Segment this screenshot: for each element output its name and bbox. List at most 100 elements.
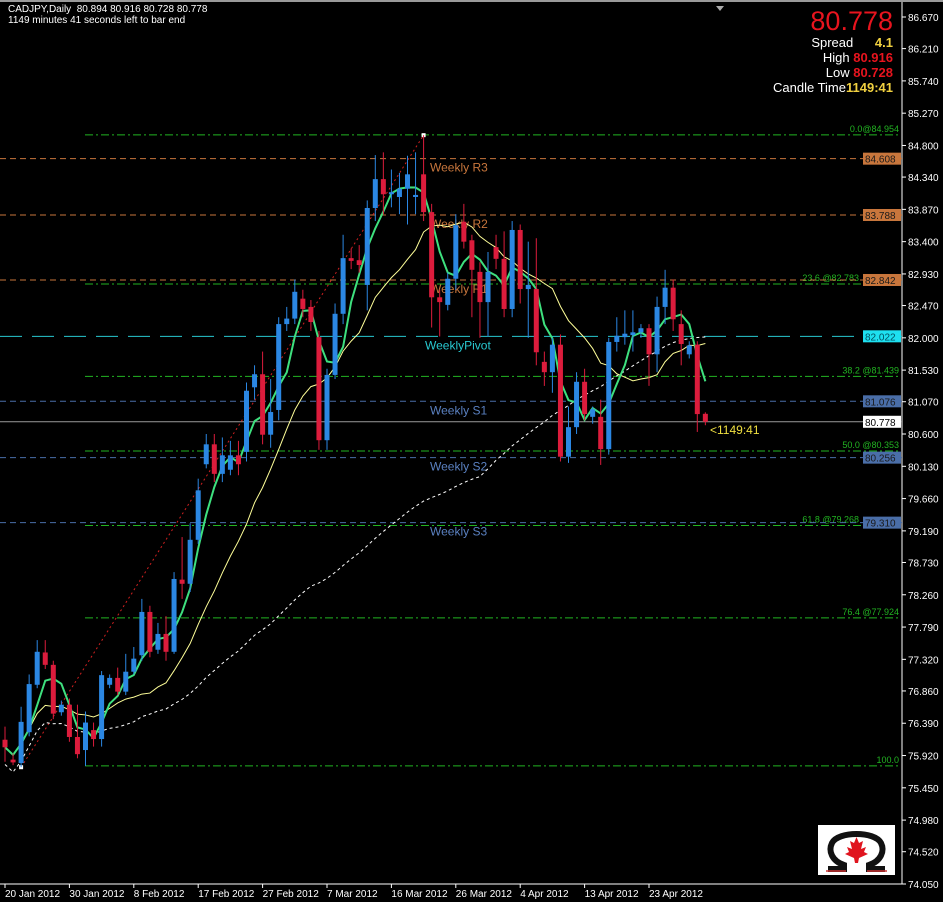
mid-moving-average-line bbox=[4, 221, 706, 756]
bearish-candle bbox=[163, 633, 169, 652]
pivot-axis-tag bbox=[863, 451, 901, 464]
pivot-axis-tag bbox=[863, 330, 901, 343]
y-tick-label: 85.270 bbox=[908, 109, 939, 120]
bullish-candle bbox=[453, 225, 459, 279]
bearish-candle bbox=[2, 739, 8, 748]
bearish-candle bbox=[42, 652, 48, 665]
bar-timer-text: 1149 minutes 41 seconds left to bar end bbox=[8, 15, 186, 26]
bearish-candle bbox=[74, 736, 80, 755]
bullish-candle bbox=[574, 381, 580, 428]
pivot-level-label: Weekly S2 bbox=[430, 460, 487, 474]
pivot-axis-tag bbox=[863, 152, 901, 165]
y-tick-label: 82.470 bbox=[908, 302, 939, 313]
bullish-candle bbox=[123, 671, 129, 692]
x-tick-label: 8 Feb 2012 bbox=[134, 889, 185, 900]
bullish-candle bbox=[372, 179, 378, 208]
bullish-candle bbox=[364, 207, 370, 285]
bearish-candle bbox=[50, 664, 56, 714]
bullish-candle bbox=[622, 333, 628, 338]
x-tick-label: 20 Jan 2012 bbox=[5, 889, 60, 900]
candle-time-value: 1149:41 bbox=[846, 80, 893, 95]
bullish-candle bbox=[203, 444, 209, 465]
bullish-candle bbox=[396, 188, 402, 197]
bullish-candle bbox=[566, 427, 571, 457]
x-tick-label: 4 Apr 2012 bbox=[520, 889, 569, 900]
x-tick-label: 7 Mar 2012 bbox=[327, 889, 378, 900]
bearish-candle bbox=[235, 455, 241, 465]
x-tick-label: 16 Mar 2012 bbox=[391, 889, 448, 900]
bearish-candle bbox=[533, 289, 539, 353]
bullish-candle bbox=[171, 578, 177, 652]
bullish-candle bbox=[195, 490, 201, 540]
bullish-candle bbox=[99, 675, 105, 740]
fib-level-label: 61.8 @79.268 bbox=[802, 515, 859, 525]
bearish-candle bbox=[461, 221, 467, 242]
bullish-candle bbox=[244, 390, 249, 452]
high-value: 80.916 bbox=[853, 50, 893, 65]
x-tick-label: 13 Apr 2012 bbox=[585, 889, 639, 900]
pivot-axis-value: 84.608 bbox=[865, 155, 896, 166]
low-value: 80.728 bbox=[853, 65, 893, 80]
y-tick-label: 78.730 bbox=[908, 558, 939, 569]
bearish-candle bbox=[582, 381, 588, 415]
fib-level-label: 38.2 @81.439 bbox=[842, 365, 899, 375]
y-tick-label: 80.130 bbox=[908, 462, 939, 473]
fib-level-label: 76.4 @77.924 bbox=[842, 607, 899, 617]
bullish-candle bbox=[630, 332, 636, 336]
bearish-candle bbox=[147, 611, 153, 652]
pivot-level-label: WeeklyPivot bbox=[425, 338, 491, 352]
y-tick-label: 75.920 bbox=[908, 752, 939, 763]
bearish-candle bbox=[469, 240, 475, 270]
y-tick-label: 81.070 bbox=[908, 398, 939, 409]
bearish-candle bbox=[501, 258, 507, 309]
current-price: 80.778 bbox=[810, 6, 893, 36]
bearish-candle bbox=[557, 344, 563, 457]
current-price-axis-value: 80.778 bbox=[865, 418, 896, 429]
bearish-candle bbox=[670, 287, 676, 320]
pivot-axis-tag bbox=[863, 395, 901, 408]
fib-level-label: 50.0 @80.353 bbox=[842, 440, 899, 450]
chart-shift-marker-icon bbox=[716, 6, 724, 11]
bearish-candle bbox=[356, 260, 362, 266]
y-tick-label: 84.340 bbox=[908, 173, 939, 184]
bullish-candle bbox=[268, 412, 274, 435]
bullish-candle bbox=[131, 658, 137, 672]
y-tick-label: 75.450 bbox=[908, 784, 939, 795]
bearish-candle bbox=[316, 337, 322, 441]
y-tick-label: 84.800 bbox=[908, 141, 939, 152]
x-tick-label: 27 Feb 2012 bbox=[263, 889, 320, 900]
pivot-axis-value: 82.842 bbox=[865, 276, 896, 287]
bearish-candle bbox=[429, 212, 435, 298]
bullish-candle bbox=[654, 306, 660, 355]
bullish-candle bbox=[26, 684, 32, 733]
y-tick-label: 76.390 bbox=[908, 719, 939, 730]
symbol-header: CADJPY,Daily 80.894 80.916 80.728 80.778 bbox=[8, 4, 208, 15]
fib-level-label: 0.0@84.954 bbox=[850, 124, 899, 134]
bullish-candle bbox=[509, 229, 515, 309]
y-tick-label: 79.660 bbox=[908, 495, 939, 506]
bullish-candle bbox=[139, 611, 145, 656]
bullish-candle bbox=[324, 374, 330, 441]
bullish-candle bbox=[405, 174, 410, 189]
bearish-candle bbox=[66, 704, 72, 737]
current-price-axis-tag bbox=[863, 415, 901, 428]
bullish-candle bbox=[219, 455, 225, 474]
pivot-axis-tag bbox=[863, 208, 901, 221]
bullish-candle bbox=[525, 284, 531, 290]
y-tick-label: 78.260 bbox=[908, 591, 939, 602]
y-tick-label: 74.520 bbox=[908, 848, 939, 859]
y-tick-label: 77.320 bbox=[908, 655, 939, 666]
bullish-candle bbox=[252, 374, 258, 388]
x-tick-label: 26 Mar 2012 bbox=[456, 889, 513, 900]
bullish-candle bbox=[83, 722, 88, 751]
bearish-candle bbox=[260, 374, 266, 435]
y-tick-label: 74.050 bbox=[908, 880, 939, 891]
omega-maple-leaf-logo bbox=[818, 825, 895, 875]
bearish-candle bbox=[517, 229, 523, 290]
candle-time-label: Candle Time bbox=[773, 80, 846, 95]
spread-value: 4.1 bbox=[874, 35, 893, 50]
bullish-candle bbox=[107, 677, 113, 685]
pivot-axis-value: 83.788 bbox=[865, 211, 896, 222]
